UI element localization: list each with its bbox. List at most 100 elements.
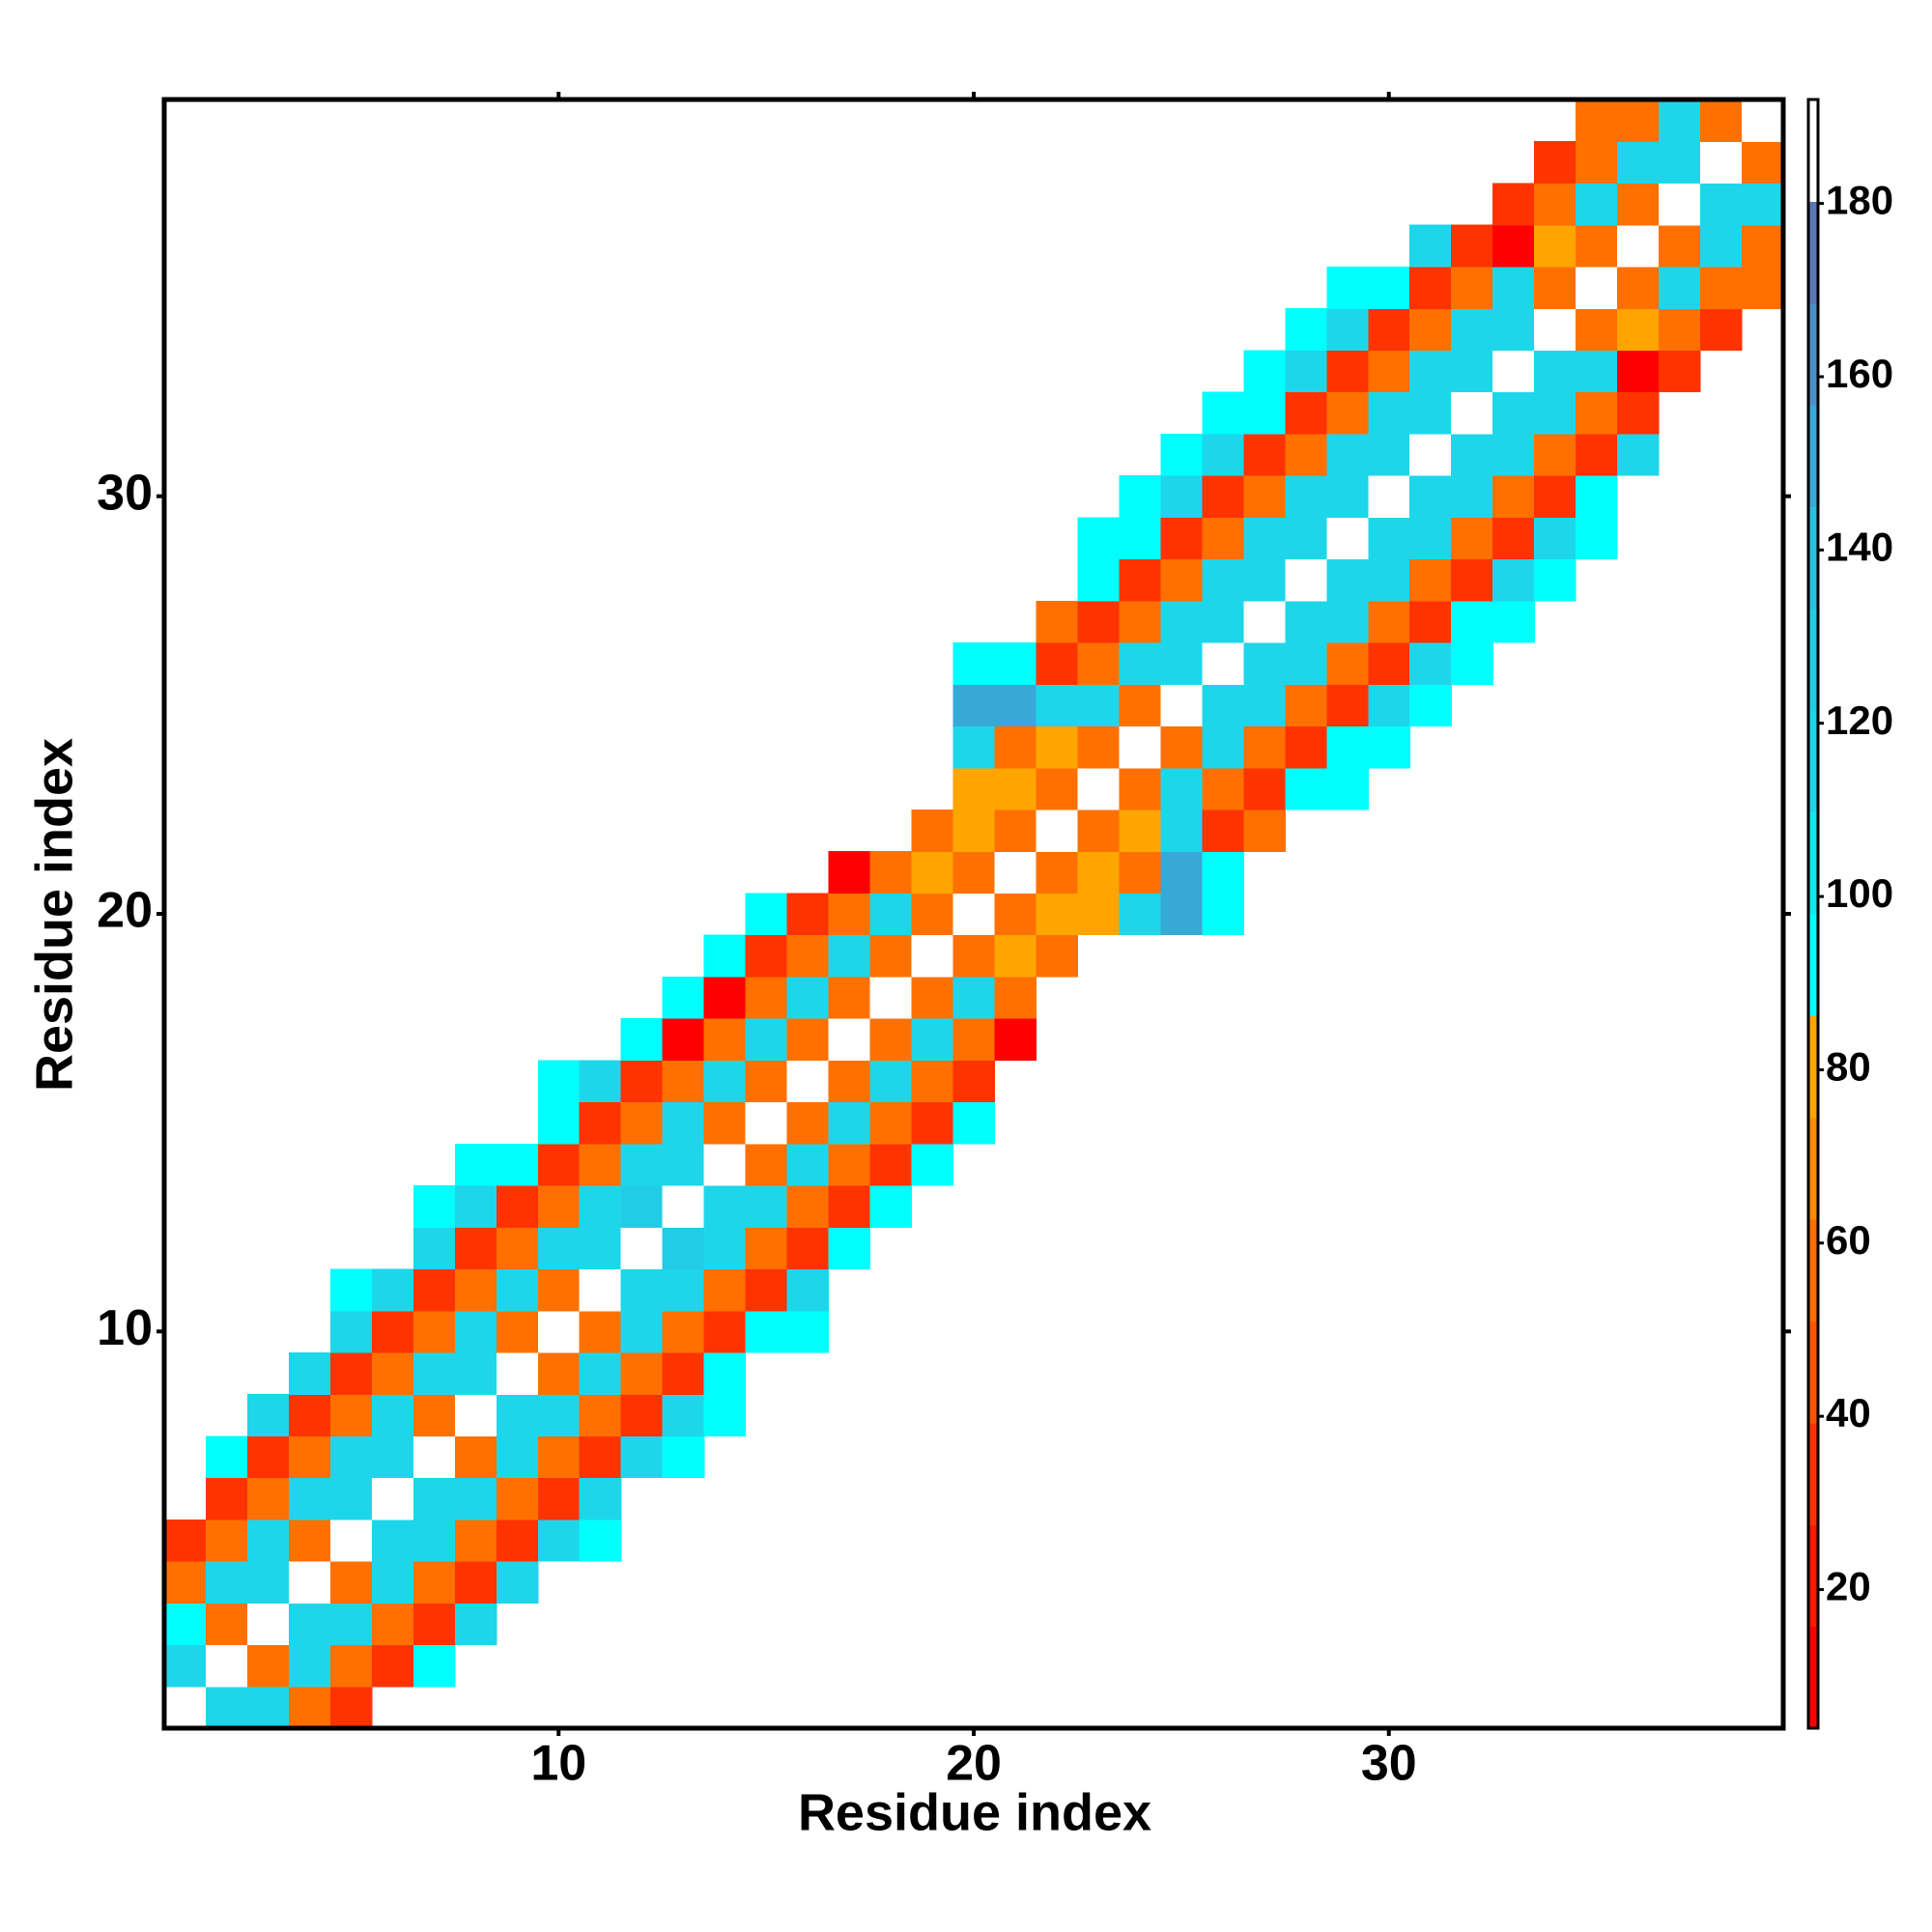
heatmap-cell — [786, 934, 830, 978]
heatmap-cell — [329, 1686, 373, 1729]
heatmap-cell — [1409, 558, 1452, 602]
heatmap-cell — [1451, 266, 1493, 309]
heatmap-cell — [1368, 350, 1410, 393]
heatmap-cell — [537, 1185, 581, 1228]
heatmap-cell — [1576, 517, 1618, 560]
heatmap-cell — [1700, 141, 1743, 185]
heatmap-cell — [1119, 475, 1161, 518]
colorbar-segment — [1808, 1219, 1818, 1321]
heatmap-cell — [1119, 558, 1161, 602]
heatmap-cell — [1285, 475, 1327, 518]
heatmap-cell — [620, 1185, 664, 1228]
heatmap-cell — [1160, 893, 1203, 936]
heatmap-cell — [703, 1268, 747, 1312]
heatmap-cell — [496, 1435, 539, 1479]
colorbar-segment — [1808, 710, 1818, 813]
heatmap-cell — [662, 1060, 705, 1103]
heatmap-cell — [454, 1268, 497, 1312]
heatmap-cell — [329, 1394, 373, 1436]
colorbar-segment — [1808, 99, 1818, 202]
heatmap-cell — [579, 1268, 622, 1312]
heatmap-cell — [1243, 767, 1286, 810]
heatmap-cell — [537, 1060, 581, 1103]
heatmap-cell — [1576, 350, 1618, 393]
heatmap-cell — [246, 1686, 290, 1729]
heatmap-cell — [579, 1435, 622, 1479]
heatmap-cell — [537, 1101, 581, 1145]
heatmap-cell — [1368, 725, 1410, 769]
heatmap-cell — [1409, 391, 1452, 435]
heatmap-cell — [952, 642, 996, 685]
heatmap-cell — [662, 1310, 705, 1353]
heatmap-cell — [952, 1018, 996, 1061]
heatmap-cell — [1368, 391, 1410, 435]
heatmap-cell — [371, 1268, 414, 1312]
heatmap-cell — [205, 1603, 248, 1646]
heatmap-cell — [1492, 350, 1535, 393]
heatmap-cell — [703, 1227, 747, 1270]
heatmap-cell — [994, 893, 1037, 936]
heatmap-cell — [412, 1519, 456, 1562]
heatmap-cell — [1036, 725, 1079, 769]
heatmap-cell — [1326, 725, 1369, 769]
heatmap-cell — [828, 1185, 871, 1228]
heatmap-cell — [1326, 642, 1369, 685]
heatmap-cell — [329, 1519, 373, 1562]
heatmap-cell — [246, 1394, 290, 1436]
heatmap-cell — [496, 1477, 539, 1520]
heatmap-cell — [496, 1143, 539, 1186]
heatmap-cell — [205, 1477, 248, 1520]
heatmap-cell — [496, 1351, 539, 1395]
heatmap-cell — [371, 1310, 414, 1353]
heatmap-cell — [1409, 475, 1452, 518]
heatmap-cell — [703, 934, 747, 978]
heatmap-cell — [1326, 475, 1369, 518]
heatmap-cell — [1659, 266, 1701, 309]
heatmap-cell — [579, 1185, 622, 1228]
heatmap-cell — [1492, 600, 1535, 643]
heatmap-cell — [1243, 558, 1286, 602]
heatmap-cell — [1077, 851, 1121, 894]
heatmap-cell — [1160, 558, 1203, 602]
heatmap-cell — [246, 1561, 290, 1604]
heatmap-cell — [952, 684, 996, 727]
heatmap-cell — [1409, 433, 1452, 476]
heatmap-cell — [1077, 725, 1121, 769]
heatmap-cell — [1202, 517, 1244, 560]
colorbar-segment — [1808, 1321, 1818, 1424]
heatmap-cell — [994, 851, 1037, 894]
heatmap-cell — [1285, 350, 1327, 393]
heatmap-cell — [1534, 183, 1577, 226]
heatmap-cell — [994, 642, 1037, 685]
heatmap-cell — [1160, 600, 1203, 643]
heatmap-cell — [1368, 600, 1410, 643]
heatmap-cell — [662, 976, 705, 1019]
heatmap-cell — [1243, 600, 1286, 643]
heatmap-cell — [412, 1477, 456, 1520]
heatmap-cell — [1243, 809, 1286, 852]
heatmap-cell — [620, 1394, 664, 1436]
heatmap-cell — [205, 1435, 248, 1479]
heatmap-cell — [1119, 642, 1161, 685]
heatmap-cell — [1119, 767, 1161, 810]
heatmap-cell — [1659, 183, 1701, 226]
heatmap-cell — [412, 1561, 456, 1604]
heatmap-cell — [537, 1268, 581, 1312]
heatmap-cell — [164, 1603, 207, 1646]
heatmap-cell — [1617, 183, 1660, 226]
heatmap-cell — [828, 893, 871, 936]
heatmap-cell — [994, 725, 1037, 769]
heatmap-cell — [329, 1477, 373, 1520]
colorbar-tick-label: 100 — [1826, 870, 1893, 916]
heatmap-cell — [828, 851, 871, 894]
heatmap-cell — [579, 1227, 622, 1270]
heatmap-cell — [1576, 391, 1618, 435]
colorbar-tick-label: 120 — [1826, 697, 1893, 743]
heatmap-cell — [1326, 767, 1369, 810]
heatmap-cell — [1492, 183, 1535, 226]
heatmap-cell — [1617, 141, 1660, 185]
heatmap-cell — [288, 1477, 331, 1520]
heatmap-cell — [1368, 517, 1410, 560]
heatmap-cell — [1160, 433, 1203, 476]
